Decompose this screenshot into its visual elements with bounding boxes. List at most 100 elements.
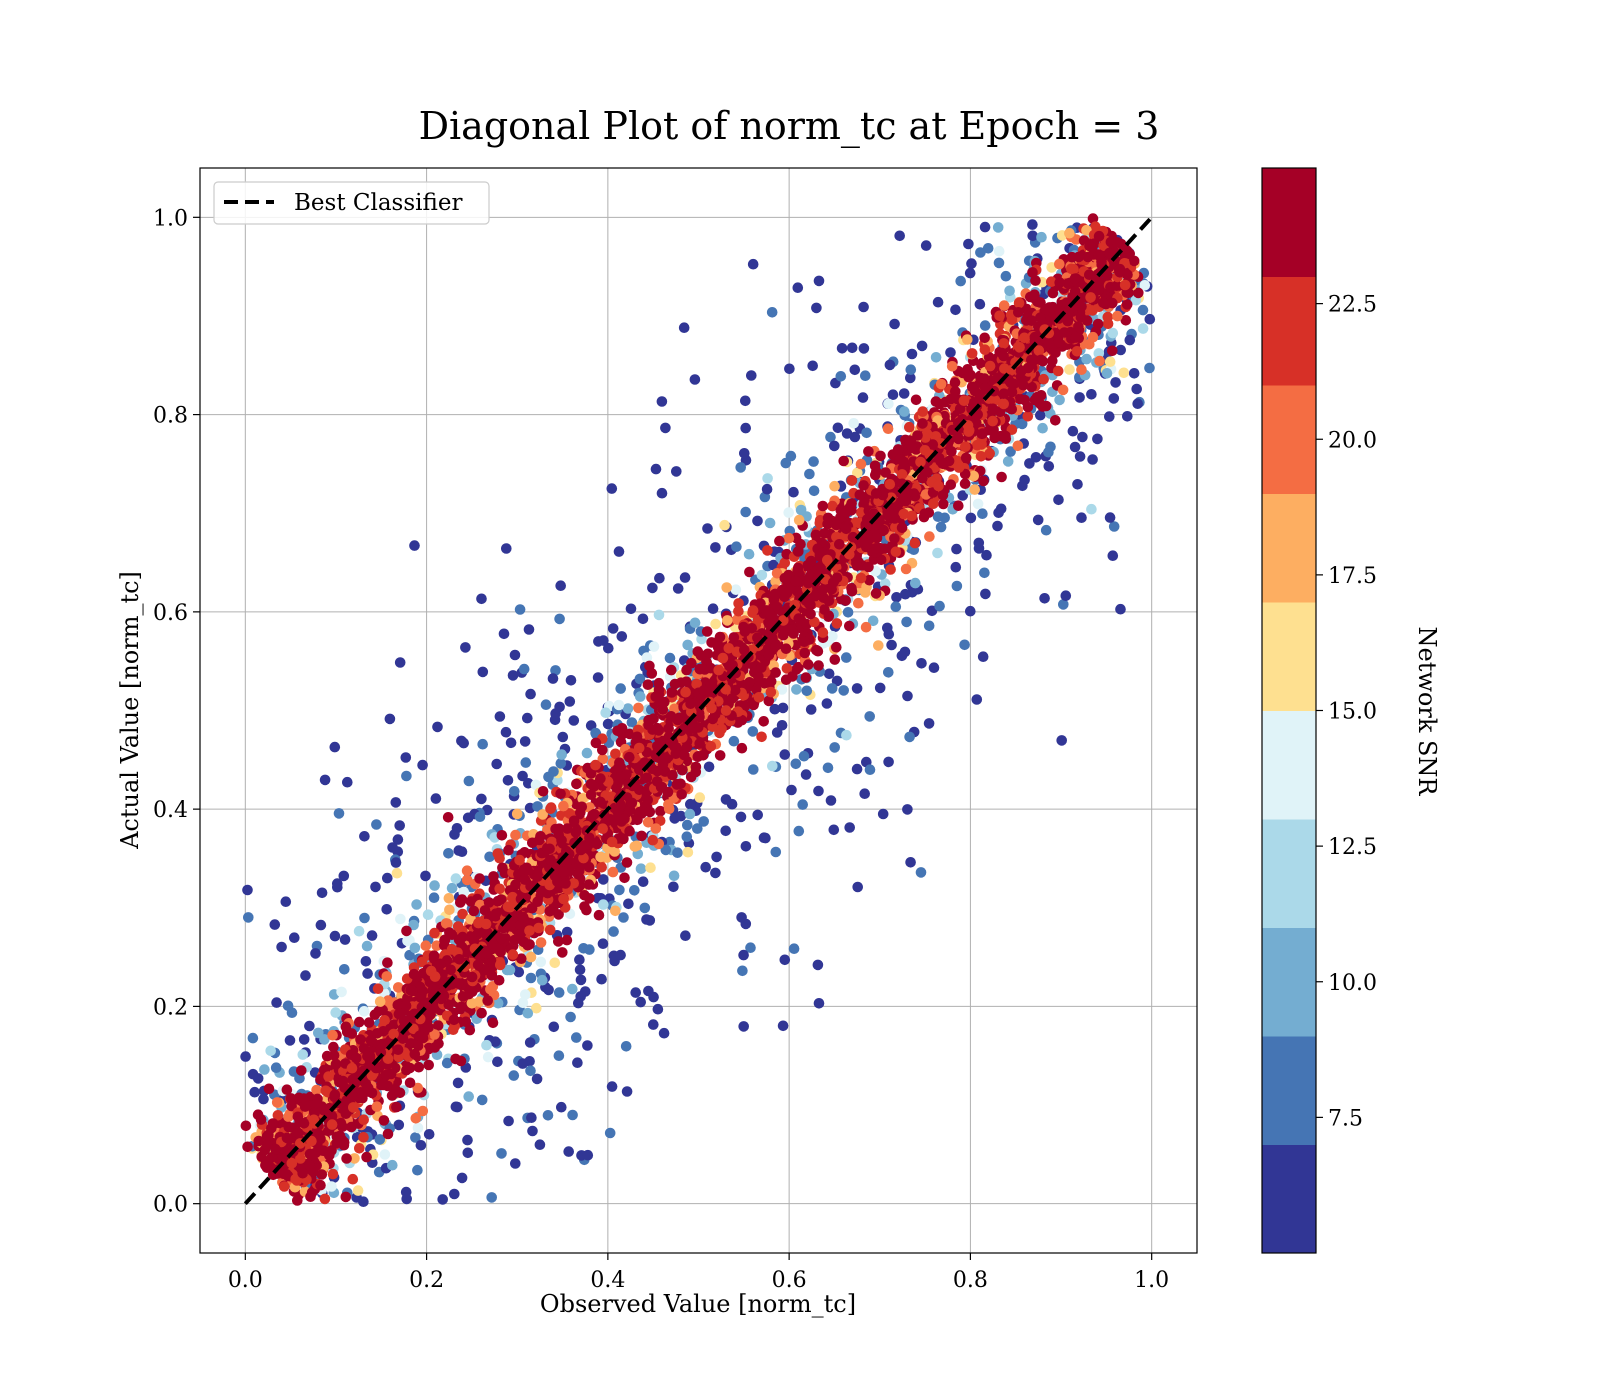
scatter-point [554, 701, 565, 713]
scatter-point [339, 934, 351, 945]
scatter-point [701, 626, 713, 637]
scatter-point [1038, 373, 1049, 385]
scatter-point [910, 577, 921, 589]
scatter-point [644, 915, 656, 926]
scatter-point [613, 761, 625, 773]
scatter-point [748, 764, 759, 775]
scatter-point [476, 593, 487, 605]
scatter-point [510, 1158, 521, 1169]
scatter-point [840, 595, 851, 606]
scatter-point [592, 672, 604, 683]
scatter-point [714, 750, 726, 761]
scatter-point [740, 506, 751, 518]
scatter-point [509, 649, 521, 661]
scatter-point [565, 675, 577, 686]
scatter-point [453, 845, 465, 856]
scatter-point [747, 258, 759, 270]
scatter-point [623, 898, 634, 910]
scatter-point [476, 793, 487, 805]
scatter-point [525, 972, 537, 984]
scatter-point [315, 919, 327, 931]
scatter-point [853, 597, 864, 609]
scatter-point [672, 583, 684, 594]
scatter-point [352, 1185, 364, 1196]
scatter-point [972, 498, 984, 510]
scatter-point [784, 363, 795, 375]
scatter-point [522, 1007, 534, 1019]
scatter-point [1012, 440, 1024, 452]
scatter-point [460, 642, 471, 653]
scatter-point [696, 633, 707, 645]
scatter-point [1087, 331, 1099, 343]
scatter-point [813, 785, 824, 797]
scatter-point [310, 948, 321, 959]
scatter-point [518, 936, 530, 948]
scatter-point [263, 1083, 275, 1095]
scatter-point [313, 1027, 324, 1039]
scatter-point [747, 726, 759, 737]
scatter-point [615, 949, 626, 961]
scatter-point [978, 475, 989, 487]
scatter-point [1045, 441, 1056, 453]
scatter-point [452, 1077, 464, 1089]
scatter-point [252, 1073, 264, 1084]
scatter-point [247, 1032, 259, 1044]
scatter-point [1040, 524, 1052, 536]
scatter-point [935, 521, 947, 533]
scatter-point [315, 1074, 326, 1085]
scatter-point [590, 737, 602, 749]
scatter-point [358, 1114, 370, 1125]
scatter-point [980, 588, 991, 600]
scatter-points [240, 213, 1156, 1207]
scatter-point [874, 682, 886, 694]
scatter-point [957, 490, 968, 501]
scatter-point [788, 486, 799, 498]
scatter-point [593, 636, 604, 647]
scatter-point [1104, 356, 1116, 368]
scatter-point [700, 861, 711, 873]
scatter-point [408, 919, 419, 931]
scatter-point [420, 870, 431, 882]
scatter-point [899, 646, 911, 658]
scatter-point [358, 1132, 369, 1143]
scatter-point [953, 500, 964, 512]
scatter-point [951, 580, 963, 592]
scatter-point [443, 848, 454, 859]
scatter-point [574, 964, 586, 976]
scatter-point [642, 817, 654, 828]
scatter-point [1107, 327, 1119, 339]
scatter-point [409, 540, 420, 551]
scatter-point [859, 788, 870, 799]
scatter-point [615, 683, 626, 694]
scatter-point [595, 796, 606, 808]
scatter-point [412, 1082, 424, 1094]
scatter-point [520, 757, 532, 768]
scatter-point [393, 982, 404, 993]
scatter-point [1087, 454, 1098, 465]
scatter-point [603, 642, 614, 654]
scatter-point [780, 457, 792, 469]
scatter-point [360, 956, 372, 967]
scatter-point [808, 456, 819, 467]
scatter-point [1108, 521, 1120, 532]
scatter-point [790, 758, 802, 770]
scatter-point [1047, 287, 1059, 299]
scatter-point [613, 699, 625, 711]
scatter-point [1115, 603, 1126, 615]
scatter-point [1052, 365, 1064, 377]
scatter-point [817, 500, 829, 512]
scatter-point [276, 941, 287, 953]
scatter-point [297, 1049, 309, 1060]
scatter-point [964, 267, 976, 279]
scatter-point [870, 469, 881, 481]
scatter-point [977, 508, 988, 519]
scatter-point [826, 683, 838, 694]
scatter-point [905, 364, 917, 376]
scatter-point [353, 925, 365, 937]
scatter-point [522, 712, 533, 724]
scatter-point [707, 603, 719, 614]
scatter-point [486, 1192, 498, 1203]
scatter-point [660, 422, 671, 434]
scatter-point [1039, 593, 1050, 604]
scatter-point [811, 302, 822, 314]
